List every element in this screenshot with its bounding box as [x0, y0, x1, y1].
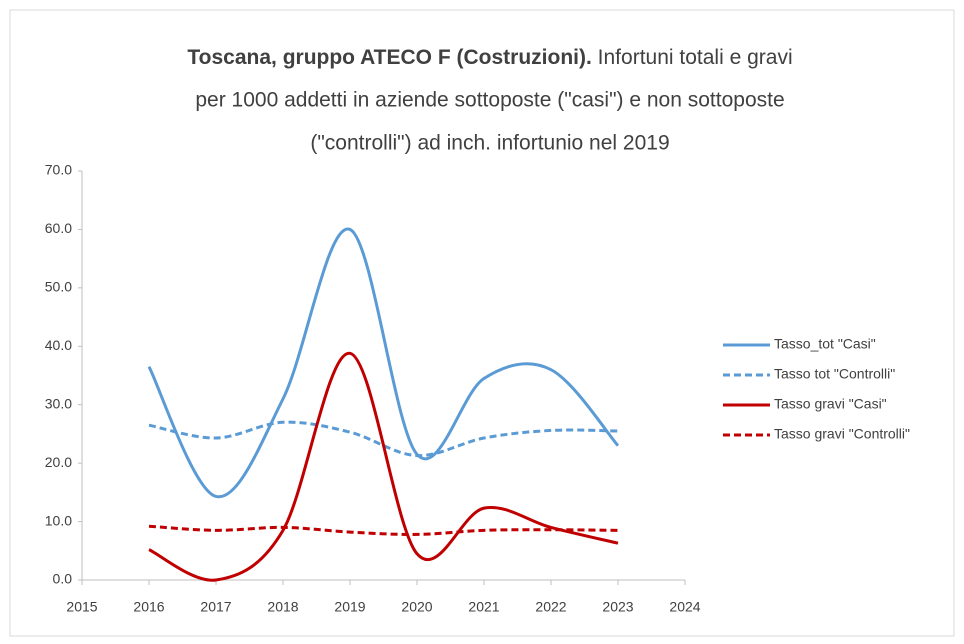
x-tick-label: 2020	[401, 599, 432, 615]
x-tick-label: 2024	[669, 599, 700, 615]
x-tick-label: 2017	[200, 599, 231, 615]
y-tick-label: 70.0	[45, 162, 72, 178]
series-line	[148, 351, 619, 582]
series-line	[147, 227, 620, 499]
x-tick-label: 2022	[535, 599, 566, 615]
y-tick-label: 50.0	[45, 279, 72, 295]
legend-label: Tasso tot "Controlli"	[774, 366, 895, 382]
x-tick-label: 2019	[334, 599, 365, 615]
y-tick-label: 0.0	[53, 571, 73, 587]
legend-label: Tasso_tot "Casi"	[774, 336, 876, 352]
y-tick-label: 60.0	[45, 220, 72, 236]
x-tick-label: 2016	[133, 599, 164, 615]
x-tick-label: 2018	[267, 599, 298, 615]
y-tick-label: 40.0	[45, 337, 72, 353]
y-tick-label: 20.0	[45, 454, 72, 470]
title-bold: Toscana, gruppo ATECO F (Costruzioni).	[187, 46, 591, 69]
series-line	[148, 420, 619, 458]
title-rest: Infortuni totali e gravi	[598, 46, 793, 69]
chart-title: Toscana, gruppo ATECO F (Costruzioni). I…	[187, 46, 792, 69]
y-tick-label: 10.0	[45, 512, 72, 528]
chart-title: per 1000 addetti in aziende sottoposte (…	[195, 89, 784, 112]
series-line	[148, 524, 619, 536]
x-tick-label: 2015	[66, 599, 97, 615]
legend-label: Tasso gravi "Controlli"	[774, 426, 910, 442]
chart-title: ("controlli") ad inch. infortunio nel 20…	[310, 132, 669, 155]
legend-label: Tasso gravi "Casi"	[774, 396, 887, 412]
x-tick-label: 2023	[602, 599, 633, 615]
y-tick-label: 30.0	[45, 395, 72, 411]
x-tick-label: 2021	[468, 599, 499, 615]
